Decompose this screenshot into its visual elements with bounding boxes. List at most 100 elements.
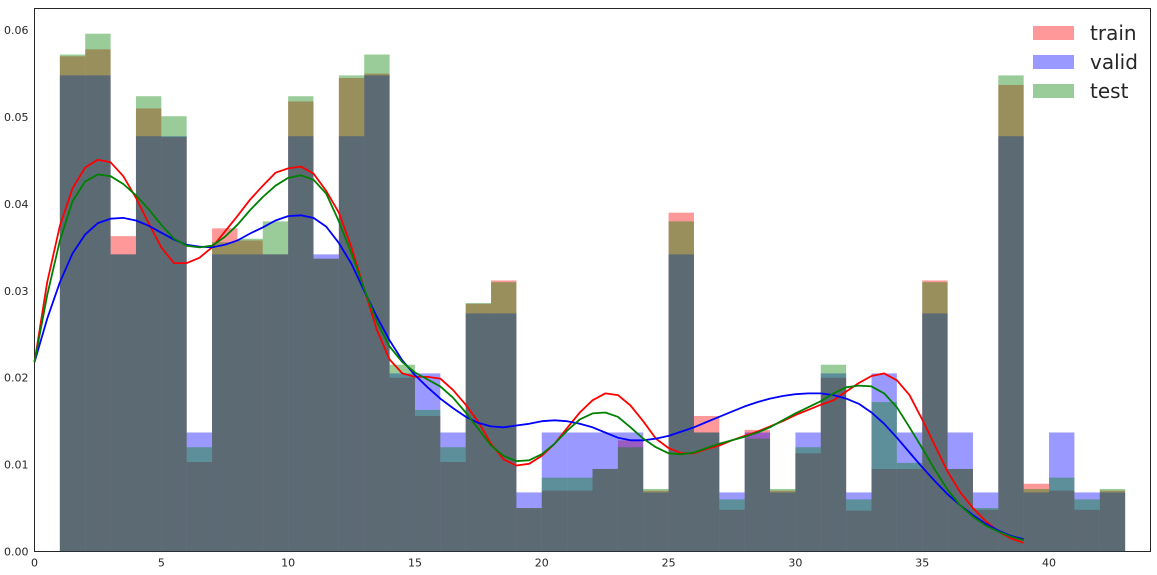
bar-train-3 xyxy=(135,108,162,552)
bar-train-13 xyxy=(389,377,415,552)
bar-test-23 xyxy=(643,488,669,552)
bar-valid-12 xyxy=(364,75,390,552)
bar-valid-26 xyxy=(719,492,745,552)
bar-train-37 xyxy=(998,84,1024,552)
plot-frame xyxy=(34,8,1151,552)
bar-test-35 xyxy=(947,468,973,552)
bar-train-6 xyxy=(212,228,238,552)
bar-test-15 xyxy=(440,447,466,552)
bar-train-31 xyxy=(846,510,872,552)
bar-valid-37 xyxy=(998,136,1024,552)
bar-test-37 xyxy=(998,75,1024,552)
bar-train-10 xyxy=(313,258,339,552)
legend: train valid test xyxy=(1033,21,1138,103)
bar-train-17 xyxy=(491,280,517,552)
y-tick-label: 0.05 xyxy=(4,111,29,124)
bar-train-7 xyxy=(237,240,263,552)
x-tick-label: 40 xyxy=(1042,557,1056,570)
bar-test-38 xyxy=(1023,488,1050,552)
bar-valid-34 xyxy=(922,313,948,552)
bar-train-29 xyxy=(795,453,821,552)
bar-valid-15 xyxy=(440,432,466,552)
bar-train-41 xyxy=(1099,490,1126,552)
bar-valid-4 xyxy=(161,136,187,552)
bar-test-3 xyxy=(135,96,162,552)
bar-valid-7 xyxy=(237,254,263,552)
bar-test-34 xyxy=(922,282,948,552)
x-tick-label: 20 xyxy=(535,557,549,570)
legend-swatch-test xyxy=(1033,84,1074,98)
bar-train-38 xyxy=(1023,483,1050,552)
y-tick-label: 0.02 xyxy=(4,372,29,385)
bar-valid-2 xyxy=(110,254,136,552)
y-tick-label: 0.03 xyxy=(4,285,29,298)
bar-test-39 xyxy=(1049,477,1075,552)
bar-train-18 xyxy=(516,508,542,552)
bar-train-19 xyxy=(541,490,568,552)
bar-test-11 xyxy=(338,75,365,552)
bar-train-36 xyxy=(972,509,999,552)
bar-test-24 xyxy=(668,221,694,552)
bar-train-24 xyxy=(668,212,694,552)
bar-train-40 xyxy=(1074,509,1100,552)
legend-label-valid: valid xyxy=(1090,50,1138,74)
x-tick-label: 15 xyxy=(408,557,422,570)
bar-valid-9 xyxy=(288,136,314,552)
y-tick-label: 0.01 xyxy=(4,459,29,472)
bar-valid-40 xyxy=(1074,492,1100,552)
density-curve-test xyxy=(33,173,1024,542)
y-tick-label: 0.06 xyxy=(4,24,29,37)
x-axis-ticks: 0 5 10 15 20 25 30 35 40 xyxy=(31,557,1056,570)
bar-train-11 xyxy=(338,78,365,552)
bar-train-30 xyxy=(820,377,847,552)
bar-test-5 xyxy=(186,447,213,552)
histogram-bars xyxy=(59,33,1126,552)
bar-test-31 xyxy=(846,499,872,552)
bar-test-13 xyxy=(389,364,415,552)
bar-test-16 xyxy=(465,303,492,552)
y-axis-ticks: 0.00 0.01 0.02 0.03 0.04 0.05 0.06 xyxy=(4,24,29,558)
bar-train-26 xyxy=(719,509,745,552)
bar-valid-20 xyxy=(567,432,593,552)
bar-test-18 xyxy=(516,508,542,552)
bar-valid-41 xyxy=(1099,492,1126,552)
bar-valid-23 xyxy=(643,492,669,552)
bar-train-1 xyxy=(85,49,111,552)
bar-train-5 xyxy=(186,462,213,552)
bar-test-6 xyxy=(212,242,238,552)
bar-train-27 xyxy=(744,429,771,552)
bar-test-21 xyxy=(592,468,618,552)
y-tick-label: 0.04 xyxy=(4,198,29,211)
bar-valid-11 xyxy=(338,136,365,552)
bar-test-33 xyxy=(896,462,923,552)
x-tick-label: 0 xyxy=(31,557,38,570)
bar-train-33 xyxy=(896,468,923,552)
bar-test-27 xyxy=(744,438,771,552)
bar-train-28 xyxy=(770,490,796,552)
bar-test-9 xyxy=(288,96,314,552)
bar-train-4 xyxy=(161,137,187,552)
bar-valid-39 xyxy=(1049,432,1075,552)
legend-label-train: train xyxy=(1090,21,1137,45)
bar-valid-24 xyxy=(668,254,694,552)
bar-train-23 xyxy=(643,490,669,552)
bar-valid-16 xyxy=(465,313,492,552)
bar-test-0 xyxy=(59,54,86,552)
bar-valid-0 xyxy=(59,75,86,552)
bar-valid-10 xyxy=(313,254,339,552)
bar-valid-6 xyxy=(212,254,238,552)
bar-train-12 xyxy=(364,73,390,552)
bar-test-32 xyxy=(871,402,897,552)
bar-train-25 xyxy=(693,415,720,552)
legend-label-test: test xyxy=(1090,79,1129,103)
bar-valid-17 xyxy=(491,313,517,552)
bar-test-19 xyxy=(541,477,568,552)
bar-valid-1 xyxy=(85,75,111,552)
bar-test-22 xyxy=(617,447,644,552)
bar-train-35 xyxy=(947,468,973,552)
bar-test-41 xyxy=(1099,488,1126,552)
bar-valid-5 xyxy=(186,432,213,552)
bar-train-0 xyxy=(59,56,86,552)
bar-test-29 xyxy=(795,447,821,552)
bar-valid-14 xyxy=(414,373,441,552)
